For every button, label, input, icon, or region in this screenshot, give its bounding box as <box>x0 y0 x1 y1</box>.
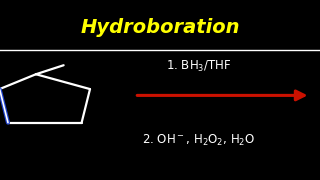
Text: Hydroboration: Hydroboration <box>80 17 240 37</box>
Text: 2. OH$^-$, H$_2$O$_2$, H$_2$O: 2. OH$^-$, H$_2$O$_2$, H$_2$O <box>142 133 255 148</box>
Text: 1. BH$_3$/THF: 1. BH$_3$/THF <box>166 59 231 74</box>
